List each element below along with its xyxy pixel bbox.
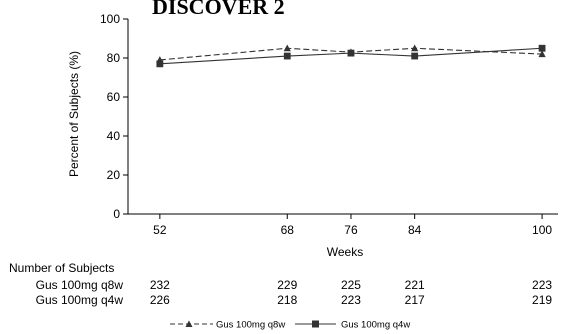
subject-count: 223	[341, 293, 361, 307]
data-point-square	[538, 44, 546, 52]
subject-count: 229	[277, 278, 297, 292]
x-tick-label: 52	[153, 223, 167, 237]
legend-marker-q8w	[185, 320, 193, 327]
subjects-row-label-q4w: Gus 100mg q4w	[36, 293, 124, 307]
legend: Gus 100mg q8w Gus 100mg q4w	[170, 320, 410, 331]
subjects-row-label-q8w: Gus 100mg q8w	[36, 278, 124, 292]
subject-count: 219	[532, 293, 552, 307]
x-tick-label: 76	[344, 223, 358, 237]
y-tick-label: 100	[100, 12, 120, 26]
subject-count: 225	[341, 278, 361, 292]
data-point-square	[283, 52, 291, 60]
subjects-table-title: Number of Subjects	[9, 261, 114, 275]
subject-count: 232	[150, 278, 170, 292]
y-tick-label: 0	[113, 207, 120, 221]
data-point-triangle	[283, 44, 291, 52]
y-tick-label: 60	[107, 90, 121, 104]
data-point-triangle	[538, 50, 546, 58]
legend-item-q4w: Gus 100mg q4w	[295, 320, 410, 331]
subject-count: 223	[532, 278, 552, 292]
x-tick-label: 84	[408, 223, 422, 237]
legend-label-q8w: Gus 100mg q8w	[216, 320, 285, 331]
subject-count: 226	[150, 293, 170, 307]
y-ticks: 0 20 40 60 80 100	[100, 12, 128, 221]
legend-label-q4w: Gus 100mg q4w	[341, 320, 410, 331]
subject-count: 221	[405, 278, 425, 292]
legend-marker-q4w	[312, 320, 319, 328]
y-tick-label: 40	[107, 129, 121, 143]
subject-counts: 232 229 225 221 223 226 218 223 217 219	[150, 278, 553, 307]
subject-count: 218	[277, 293, 297, 307]
data-point-triangle	[411, 44, 419, 52]
y-tick-label: 20	[107, 168, 121, 182]
y-tick-label: 80	[107, 51, 121, 65]
subject-count: 217	[405, 293, 425, 307]
x-axis-label: Weeks	[327, 245, 363, 259]
data-point-square	[411, 52, 419, 60]
chart-title: DISCOVER 2	[152, 0, 285, 19]
legend-item-q8w: Gus 100mg q8w	[170, 320, 285, 331]
x-ticks: 52 68 76 84 100	[153, 214, 552, 237]
data-point-square	[347, 49, 355, 57]
x-tick-label: 68	[281, 223, 295, 237]
series-layer	[156, 44, 546, 68]
y-axis-label: Percent of Subjects (%)	[67, 51, 81, 177]
data-point-square	[156, 60, 164, 68]
x-tick-label: 100	[532, 223, 552, 237]
